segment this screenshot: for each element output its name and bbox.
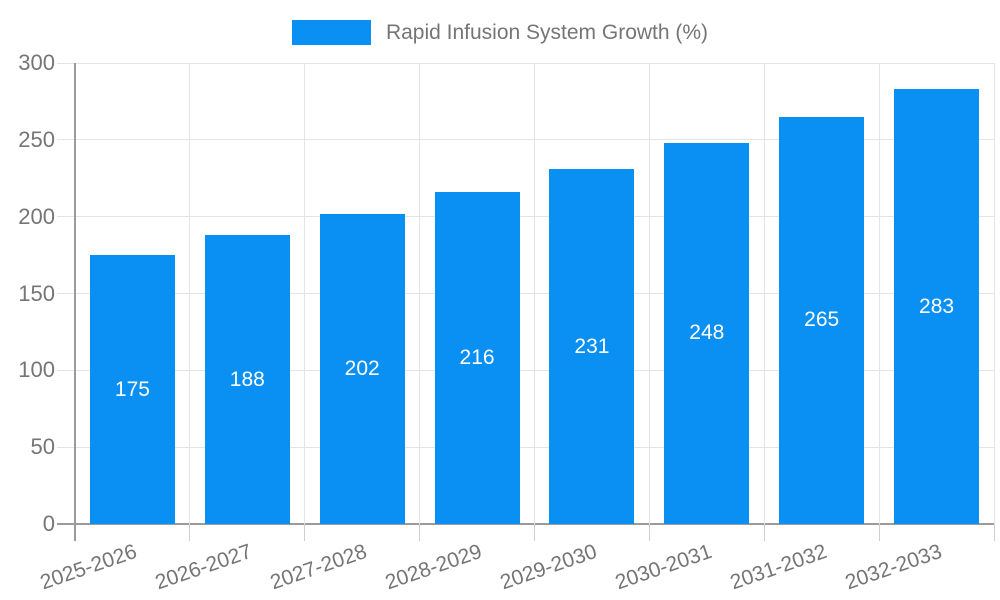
y-axis-tick-label: 0: [42, 511, 55, 536]
bar-value-label: 265: [804, 308, 840, 332]
x-axis-line: [57, 523, 994, 525]
gridline-vertical: [189, 63, 191, 524]
gridline-horizontal: [57, 369, 994, 371]
gridline-vertical: [993, 63, 995, 524]
x-axis-tick: [189, 524, 191, 541]
bar-value-label: 231: [574, 334, 610, 358]
legend[interactable]: Rapid Infusion System Growth (%): [0, 20, 1000, 45]
gridline-horizontal: [57, 446, 994, 448]
bar-value-label: 248: [689, 321, 725, 345]
gridline-horizontal: [57, 62, 994, 64]
bar[interactable]: 175: [89, 255, 175, 524]
y-axis-tick-label: 50: [30, 434, 55, 460]
gridline-vertical: [419, 63, 421, 524]
bar-value-label: 188: [229, 367, 265, 391]
gridline-vertical: [763, 63, 765, 524]
x-axis-tick: [304, 524, 306, 541]
gridline-vertical: [878, 63, 880, 524]
bar-value-label: 202: [344, 356, 380, 380]
x-axis-tick: [993, 524, 995, 541]
bar-value-label: 216: [459, 346, 495, 370]
bar-value-label: 283: [919, 294, 955, 318]
legend-label: Rapid Infusion System Growth (%): [385, 20, 709, 44]
gridline-horizontal: [57, 293, 994, 294]
y-axis-tick-label: 200: [18, 203, 55, 229]
bar-value-label: 175: [114, 377, 150, 401]
x-axis-tick: [763, 524, 765, 541]
bar[interactable]: 216: [434, 192, 520, 524]
gridline-horizontal: [57, 216, 994, 218]
y-axis-tick-label: 300: [18, 50, 55, 75]
gridline-horizontal: [57, 139, 994, 141]
gridline-vertical: [304, 63, 306, 524]
y-axis-tick-label: 150: [18, 280, 55, 306]
bar[interactable]: 231: [549, 169, 635, 524]
bar[interactable]: 202: [319, 213, 405, 524]
x-axis-tick: [648, 524, 650, 541]
legend-swatch-icon: [291, 20, 371, 45]
x-axis-tick: [878, 524, 880, 541]
gridline-vertical: [648, 63, 650, 524]
y-axis-tick-label: 100: [18, 357, 55, 383]
bar[interactable]: 283: [894, 89, 980, 524]
gridline-vertical: [534, 63, 535, 524]
bar[interactable]: 248: [664, 142, 750, 524]
y-axis-tick-label: 250: [18, 126, 55, 152]
y-axis-line: [74, 63, 76, 541]
x-axis-tick: [419, 524, 421, 541]
bar[interactable]: 188: [204, 235, 290, 524]
x-axis-tick: [534, 524, 535, 541]
bar[interactable]: 265: [779, 116, 865, 524]
